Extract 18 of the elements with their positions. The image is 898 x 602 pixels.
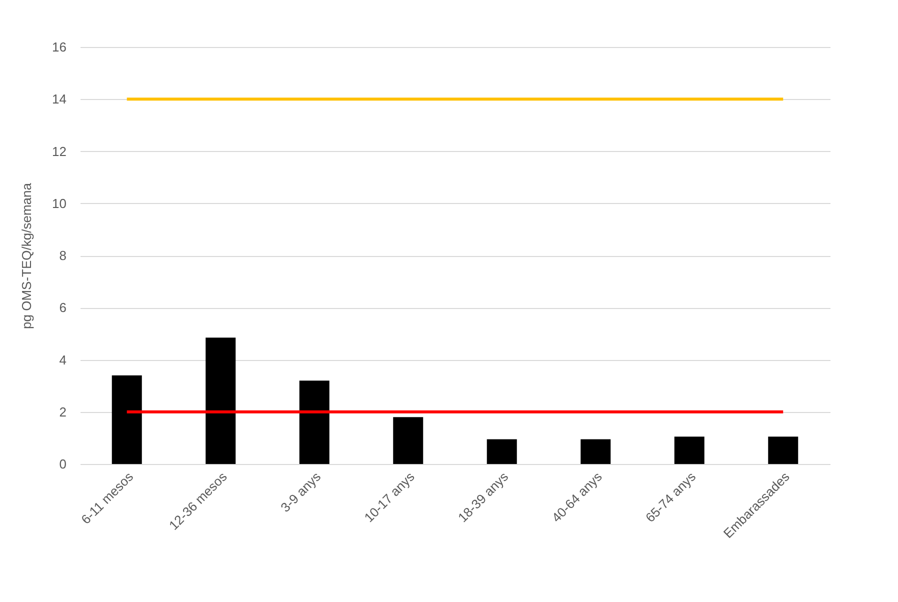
- bar: [768, 436, 798, 464]
- y-tick-label: 14: [52, 92, 66, 107]
- bar: [674, 436, 704, 464]
- y-axis-title: pg OMS-TEQ/kg/semana: [19, 182, 34, 329]
- y-tick-label: 2: [59, 404, 66, 420]
- bar: [486, 439, 517, 464]
- bar: [112, 375, 142, 464]
- bar: [206, 338, 236, 464]
- y-tick-label: 12: [52, 144, 66, 159]
- y-tick-label: 16: [52, 40, 66, 54]
- bar: [299, 380, 330, 464]
- y-tick-label: 6: [59, 300, 66, 316]
- y-tick-label: 0: [59, 456, 66, 472]
- y-tick-label: 10: [52, 196, 66, 211]
- bar: [580, 439, 611, 464]
- y-tick-label: 4: [59, 352, 66, 368]
- y-tick-label: 8: [59, 248, 66, 263]
- bar: [393, 417, 424, 464]
